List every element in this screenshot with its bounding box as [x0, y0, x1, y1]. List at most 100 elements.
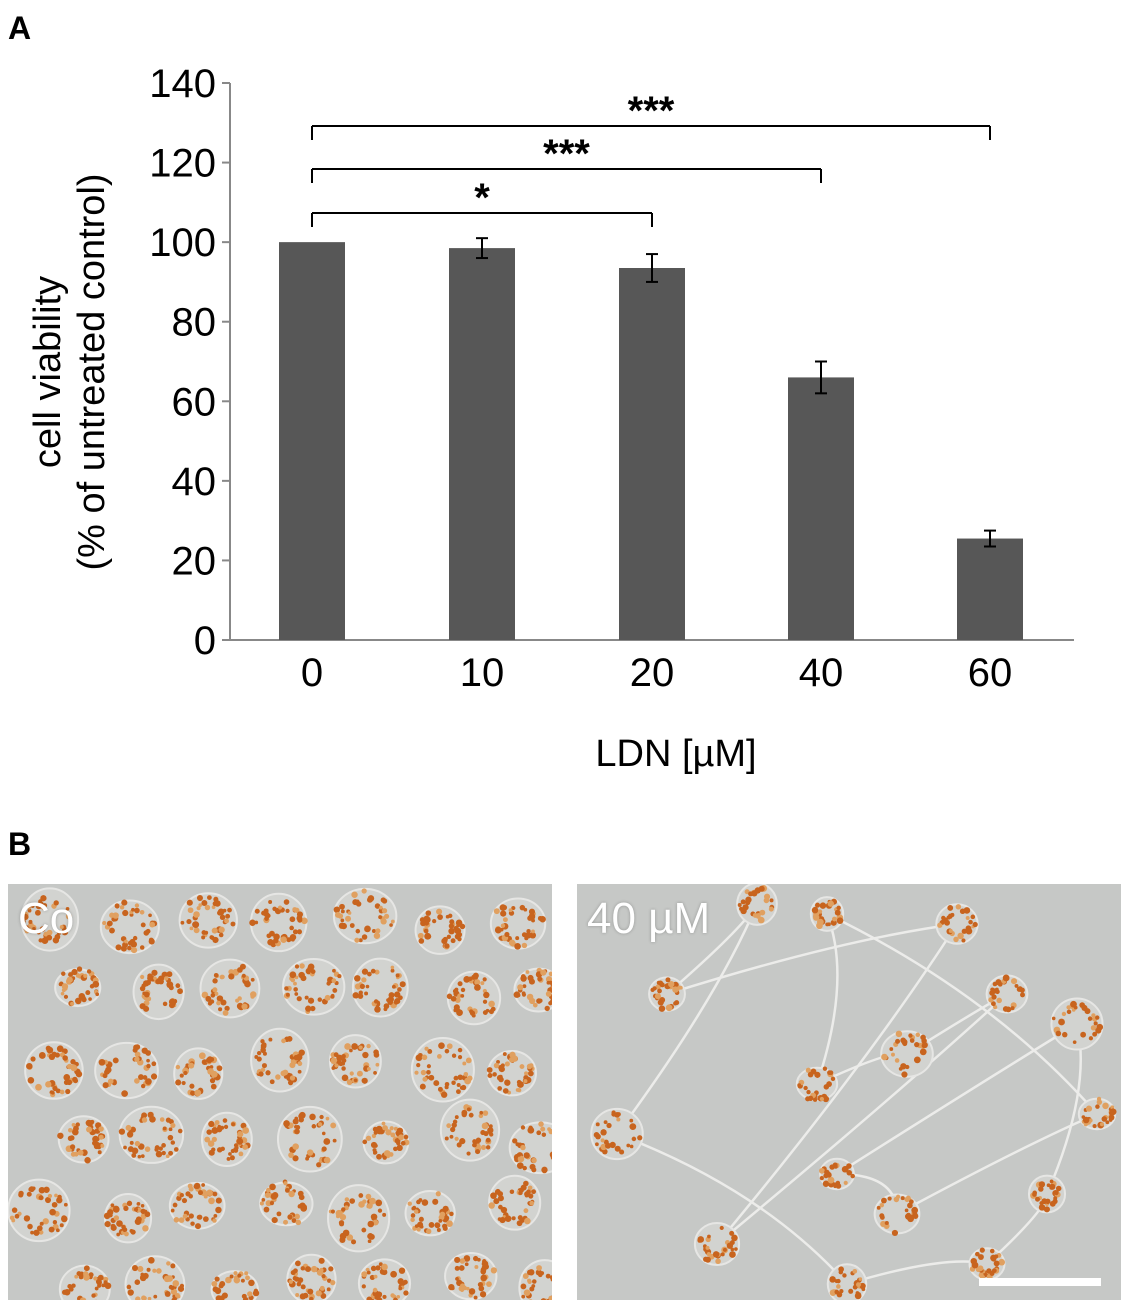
stained-cell — [124, 1255, 186, 1300]
bar — [279, 242, 345, 640]
stained-cell — [327, 1184, 391, 1253]
stained-cell — [24, 1041, 84, 1100]
y-tick-label: 100 — [149, 221, 216, 265]
stained-cell — [276, 1105, 343, 1173]
significance-label: *** — [543, 132, 590, 176]
stained-cell — [210, 1270, 260, 1300]
stained-cell — [132, 963, 185, 1021]
x-tick-label: 10 — [460, 651, 505, 695]
stained-cell — [1027, 1174, 1067, 1214]
significance-label: *** — [628, 89, 675, 133]
stained-cell — [968, 1247, 1006, 1281]
stained-cell — [489, 897, 547, 950]
stained-cell — [178, 892, 238, 949]
stained-cell — [444, 1252, 498, 1300]
stained-cell — [173, 1047, 224, 1100]
micrograph-control: Co — [8, 884, 552, 1300]
cell-process — [846, 1260, 988, 1286]
stained-cell — [199, 958, 261, 1019]
x-tick-label: 20 — [630, 651, 675, 695]
y-tick-label: 40 — [172, 460, 217, 504]
stained-cell — [508, 1121, 552, 1175]
stained-cell — [94, 1041, 159, 1100]
y-tick-label: 80 — [172, 301, 217, 345]
stained-cell — [809, 896, 845, 932]
stained-cell — [404, 1189, 456, 1237]
stained-cell — [590, 1107, 644, 1161]
stained-cell — [200, 1111, 253, 1167]
significance-label: * — [474, 176, 490, 220]
stained-cell — [826, 1263, 868, 1300]
stained-cell — [518, 1259, 552, 1300]
bar — [449, 248, 515, 640]
scale-bar — [979, 1278, 1101, 1286]
x-tick-label: 40 — [799, 651, 844, 695]
cell-image-treated — [590, 884, 1117, 1300]
stained-cell — [873, 1193, 921, 1237]
cell-process — [666, 922, 958, 996]
y-axis-title: cell viability(% of untreated control) — [27, 173, 113, 570]
cell-process — [896, 1112, 1098, 1216]
cell-process — [826, 912, 1098, 1115]
stained-cell — [329, 1034, 382, 1089]
stained-cell — [1077, 1096, 1117, 1131]
x-tick-label: 60 — [968, 651, 1013, 695]
stained-cell — [58, 1264, 112, 1300]
stained-cell — [410, 1037, 475, 1103]
stained-cell — [118, 1105, 185, 1164]
stained-cell — [1050, 997, 1104, 1051]
micrograph-label-treated: 40 µM — [587, 894, 711, 943]
micrograph-treated: 40 µM — [577, 884, 1121, 1300]
stained-cell — [8, 1178, 71, 1243]
x-axis-title: LDN [µM] — [595, 733, 756, 775]
stained-cell — [736, 884, 778, 926]
cell-process — [716, 993, 1008, 1245]
panel-a-letter: A — [8, 10, 32, 46]
stained-cell — [880, 1030, 934, 1078]
stained-cell — [935, 903, 979, 945]
y-tick-label: 20 — [172, 539, 217, 583]
y-axis-title-line: cell viability — [27, 276, 69, 468]
cell-process — [616, 1132, 848, 1285]
stained-cell — [648, 976, 686, 1012]
stained-cell — [351, 957, 409, 1018]
stained-cell — [99, 899, 160, 955]
stained-cell — [985, 974, 1029, 1014]
bar — [957, 538, 1023, 640]
stained-cell — [362, 1120, 410, 1165]
stained-cell — [446, 970, 502, 1026]
y-tick-label: 140 — [149, 62, 216, 106]
stained-cell — [249, 892, 308, 953]
stained-cell — [414, 905, 466, 955]
stained-cell — [486, 1050, 537, 1097]
stained-cell — [357, 1258, 412, 1300]
stained-cell — [488, 1174, 542, 1231]
y-tick-label: 0 — [194, 619, 216, 663]
y-tick-label: 60 — [172, 380, 217, 424]
stained-cell — [795, 1066, 839, 1103]
x-tick-label: 0 — [301, 651, 323, 695]
bar — [619, 268, 685, 640]
stained-cell — [168, 1181, 226, 1230]
bar — [788, 377, 854, 640]
y-tick-label: 120 — [149, 142, 216, 186]
cell-process — [836, 1022, 1078, 1176]
cell-process — [815, 913, 839, 1085]
stained-cell — [286, 1253, 337, 1300]
cell-process — [615, 903, 759, 1135]
stained-cell — [439, 1098, 501, 1162]
micrograph-label-control: Co — [18, 894, 75, 943]
stained-cell — [693, 1221, 741, 1267]
y-axis-title-line: (% of untreated control) — [71, 173, 113, 570]
stained-cell — [259, 1179, 314, 1227]
stained-cell — [513, 967, 552, 1013]
panel-b-letter: B — [8, 826, 32, 862]
cell-image-control — [8, 887, 552, 1300]
stained-cell — [57, 1115, 110, 1164]
stained-cell — [54, 966, 102, 1008]
stained-cell — [819, 1157, 855, 1191]
cell-process — [716, 923, 959, 1245]
stained-cell — [20, 887, 80, 952]
stained-cell — [103, 1193, 153, 1244]
